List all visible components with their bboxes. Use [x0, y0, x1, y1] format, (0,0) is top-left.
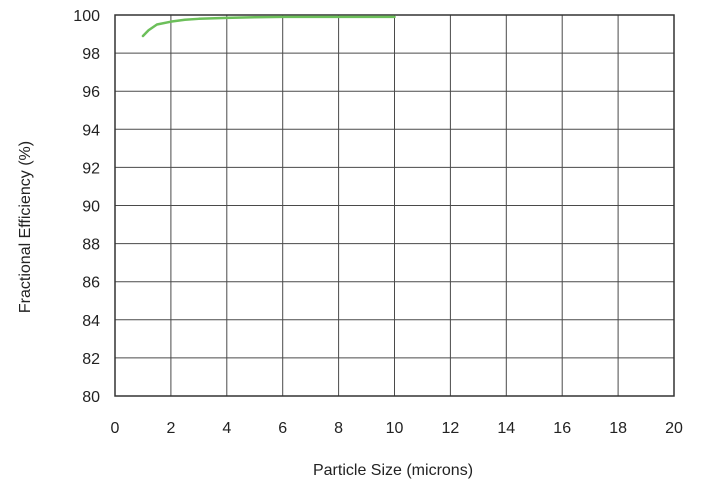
y-tick-label: 88 [82, 237, 100, 254]
y-tick-label: 96 [82, 84, 100, 101]
y-tick-label: 92 [82, 160, 100, 177]
x-tick-label: 18 [609, 420, 627, 437]
y-axis-tick-labels: 80 82 84 86 88 90 92 94 96 98 100 [73, 8, 100, 406]
y-tick-label: 94 [82, 122, 100, 139]
y-tick-label: 86 [82, 275, 100, 292]
x-tick-label: 16 [553, 420, 571, 437]
x-tick-label: 4 [222, 420, 231, 437]
x-axis-title: Particle Size (microns) [313, 462, 473, 479]
x-tick-label: 8 [334, 420, 343, 437]
y-tick-label: 80 [82, 389, 100, 406]
y-tick-label: 82 [82, 351, 100, 368]
x-tick-label: 10 [386, 420, 404, 437]
y-tick-label: 98 [82, 46, 100, 63]
y-axis-title: Fractional Efficiency (%) [17, 141, 34, 313]
y-tick-label: 90 [82, 199, 100, 216]
plot-area-border [114, 14, 675, 397]
y-tick-label: 100 [73, 8, 100, 25]
series-layer [141, 15, 396, 38]
y-tick-label: 84 [82, 313, 100, 330]
x-tick-label: 0 [111, 420, 120, 437]
x-tick-label: 12 [442, 420, 460, 437]
x-tick-label: 2 [166, 420, 175, 437]
x-tick-label: 20 [665, 420, 683, 437]
x-axis-tick-labels: 0 2 4 6 8 10 12 14 16 18 20 [111, 420, 683, 437]
x-tick-label: 14 [497, 420, 515, 437]
grid-lines [114, 14, 675, 397]
series-line [141, 15, 396, 38]
x-tick-label: 6 [278, 420, 287, 437]
